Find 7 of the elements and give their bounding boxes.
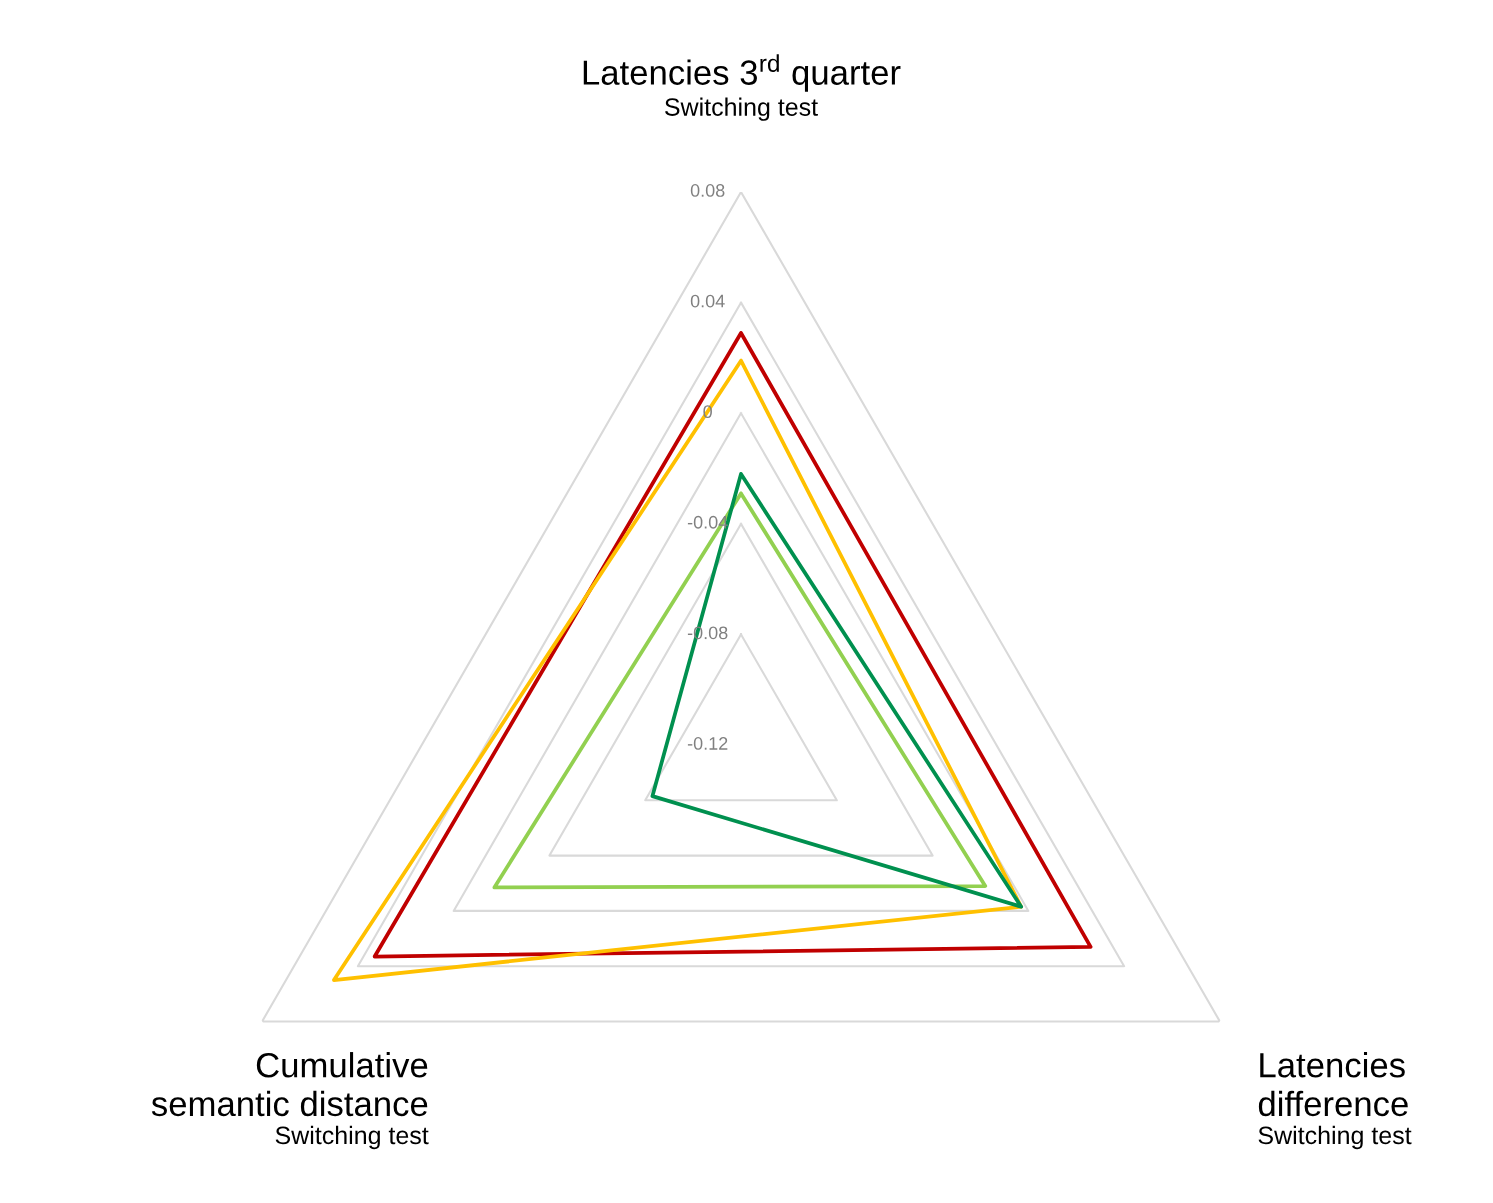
y-tick-label: 0 [703,405,712,419]
spoke-label: Latencies 3$^{rd}$ quarter Switching test [583,54,901,121]
spoke-label: Latencies difference Switching test [1258,1052,1412,1150]
y-tick-label: 0.08 [690,184,725,197]
spoke-label: Cumulative semantic distance Switching test [151,1052,429,1150]
y-tick-label: 0.04 [690,294,725,308]
y-tick-label: -0.12 [687,737,728,750]
